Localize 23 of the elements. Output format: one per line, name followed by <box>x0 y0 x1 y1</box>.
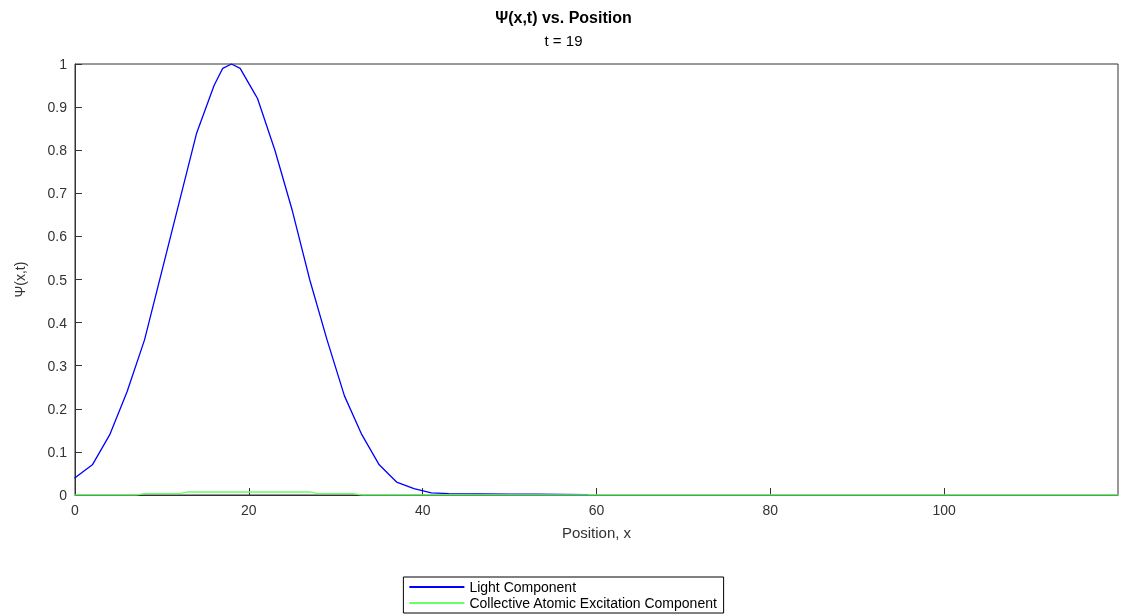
y-tick-label: 0.3 <box>47 357 68 374</box>
x-tick-label: 0 <box>71 502 80 518</box>
x-axis-title: Position, x <box>561 524 632 541</box>
y-tick-label: 0.6 <box>47 228 68 245</box>
y-tick-label: 0.2 <box>47 400 68 417</box>
y-tick-label: 0.5 <box>47 271 68 288</box>
y-tick-label: 0.8 <box>47 142 68 159</box>
x-tick-label: 80 <box>762 502 779 518</box>
y-tick-label: 1 <box>59 56 68 72</box>
y-tick-label: 0.1 <box>47 443 68 460</box>
chart-subtitle: t = 19 <box>544 32 583 49</box>
y-tick-label: 0.4 <box>47 314 68 331</box>
x-tick-label: 100 <box>932 502 957 518</box>
y-tick-label: 0.9 <box>47 99 68 116</box>
y-axis-title: Ψ(x,t) <box>12 261 28 298</box>
y-tick-label: 0 <box>59 487 68 503</box>
legend-label: Collective Atomic Excitation Component <box>469 595 717 611</box>
chart-title: Ψ(x,t) vs. Position <box>495 8 632 26</box>
x-tick-label: 20 <box>241 502 257 518</box>
y-tick-label: 0.7 <box>47 185 68 202</box>
legend-label: Light Component <box>469 579 577 595</box>
x-tick-label: 40 <box>414 502 431 518</box>
x-tick-label: 60 <box>588 502 605 518</box>
